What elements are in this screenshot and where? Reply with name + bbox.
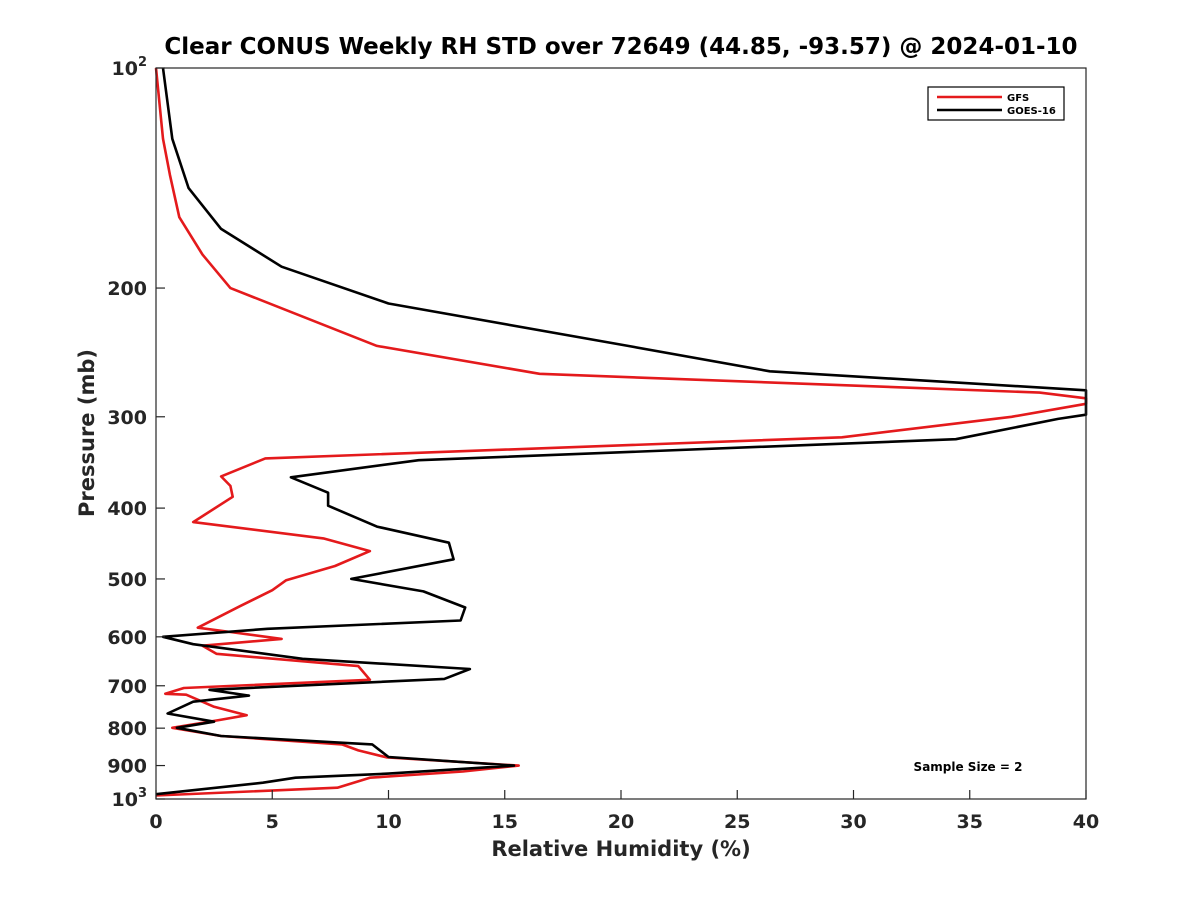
legend: GFS GOES-16 <box>927 86 1065 121</box>
x-tick-label: 15 <box>492 811 518 833</box>
y-tick-label: 600 <box>107 627 147 649</box>
legend-box <box>927 86 1065 121</box>
legend-label-goes16: GOES-16 <box>1007 106 1056 117</box>
legend-label-gfs: GFS <box>1007 93 1029 104</box>
sample-size-annotation: Sample Size = 2 <box>914 760 1023 774</box>
y-tick-label: 300 <box>107 407 147 429</box>
y-tick-label: 700 <box>107 676 147 698</box>
x-tick-label: 0 <box>149 811 162 833</box>
x-tick-label: 10 <box>375 811 401 833</box>
x-tick-label: 25 <box>724 811 750 833</box>
x-tick-label: 5 <box>266 811 279 833</box>
series-line-goes16 <box>155 67 1088 796</box>
y-tick-label: 900 <box>107 756 147 778</box>
y-tick-label: 102 <box>112 55 148 80</box>
y-tick-label: 103 <box>112 786 148 811</box>
x-tick-label: 30 <box>840 811 866 833</box>
y-tick-label: 400 <box>107 498 147 520</box>
x-tick-label: 20 <box>608 811 634 833</box>
y-tick-label: 800 <box>107 718 147 740</box>
x-axis: 0 5 10 15 20 25 30 35 40 <box>149 790 1099 833</box>
series-layer <box>154 67 1088 797</box>
y-tick-label: 500 <box>107 569 147 591</box>
y-tick-label: 200 <box>107 278 147 300</box>
y-axis: 102 200 300 400 500 600 700 800 900 103 <box>107 55 165 811</box>
chart-title: Clear CONUS Weekly RH STD over 72649 (44… <box>164 34 1077 60</box>
y-axis-label: Pressure (mb) <box>75 349 99 517</box>
x-tick-label: 40 <box>1073 811 1099 833</box>
x-tick-label: 35 <box>957 811 983 833</box>
x-axis-label: Relative Humidity (%) <box>491 837 750 861</box>
